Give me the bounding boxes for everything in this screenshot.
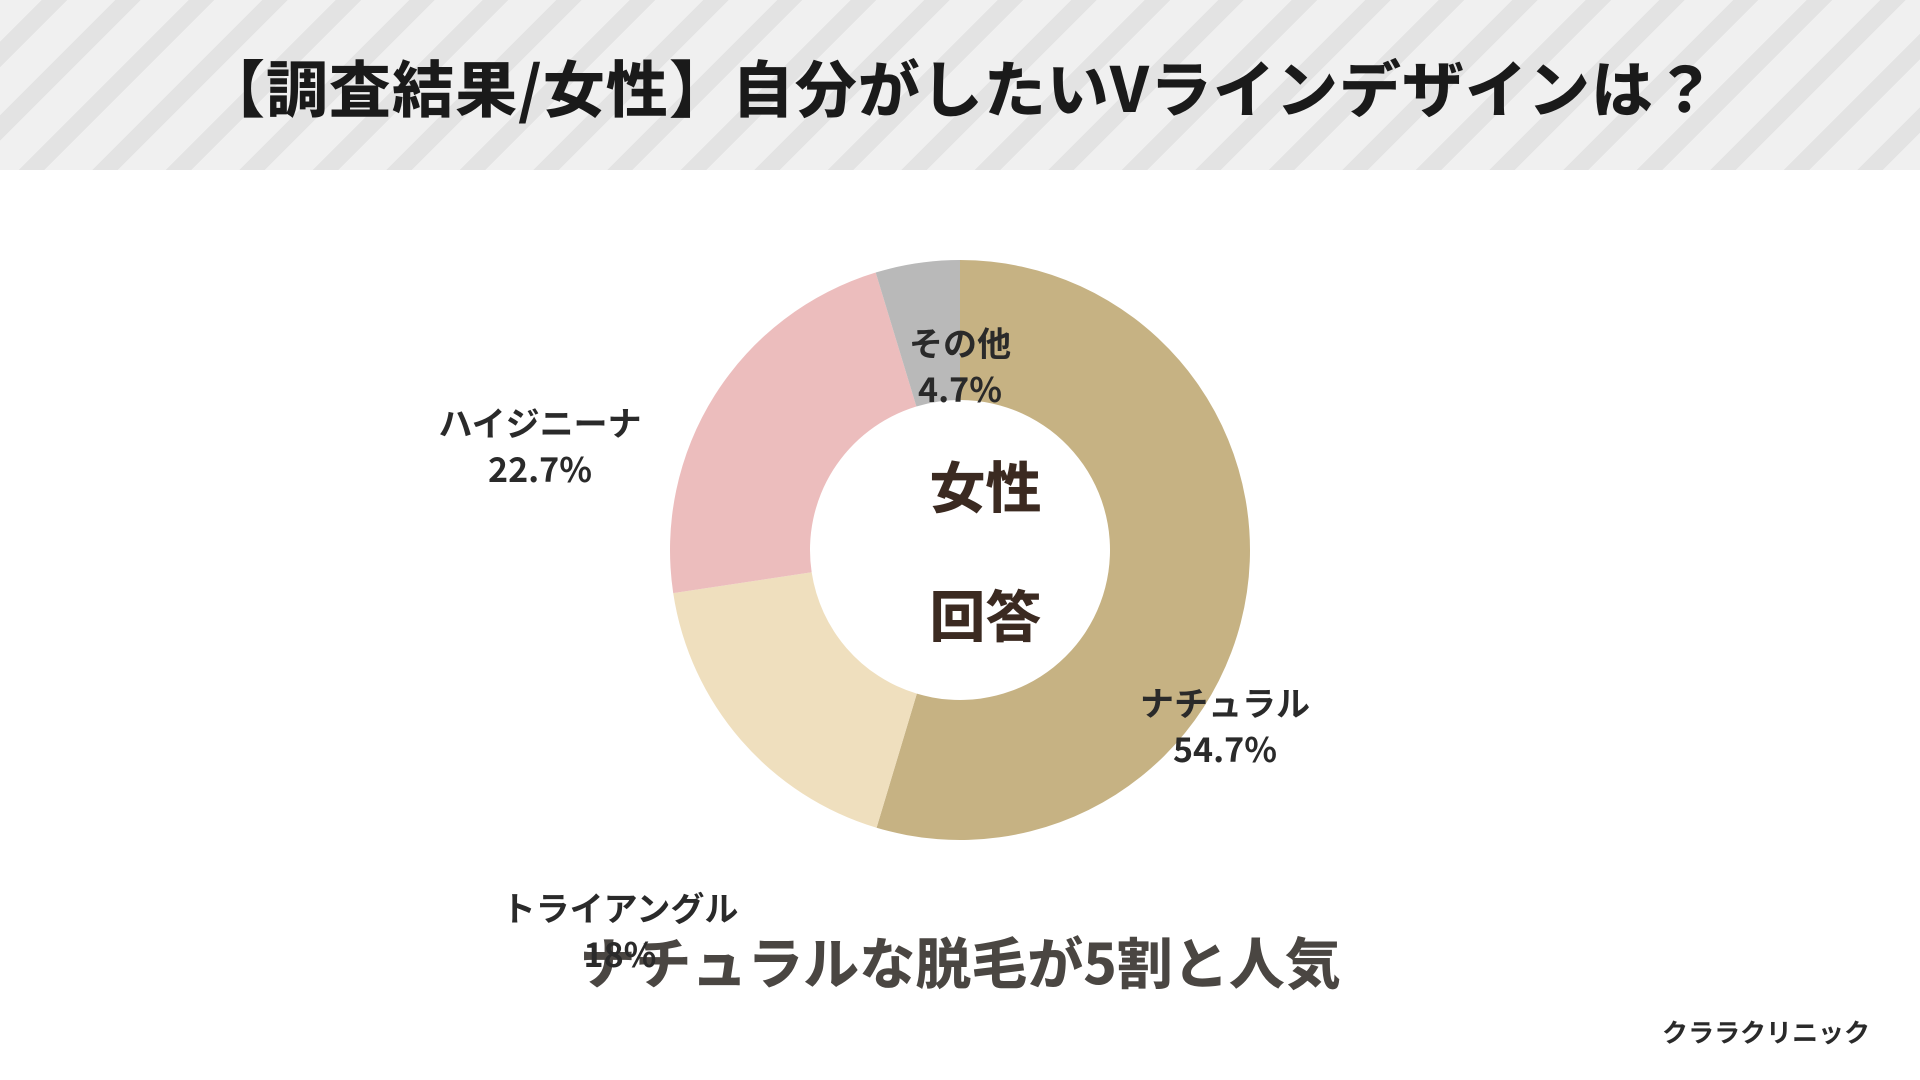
center-line-1: 女性 (930, 444, 1042, 525)
slice-label-pct: 54.7% (1140, 725, 1310, 771)
slice-label: その他4.7% (909, 319, 1011, 411)
slice-label: ナチュラル54.7% (1140, 679, 1310, 771)
slice-label-pct: 22.7% (438, 445, 641, 491)
slice-label-name: その他 (909, 319, 1011, 365)
donut-center-label: 女性 回答 (878, 389, 1041, 711)
slice-label-name: トライアングル (502, 884, 739, 930)
caption-text: ナチュラルな脱毛が5割と人気 (0, 920, 1920, 1001)
slice-label-pct: 18% (502, 930, 739, 976)
slice-label-name: ナチュラル (1140, 679, 1310, 725)
credit-text: クララクリニック (1662, 1013, 1870, 1050)
slice-label: ハイジニーナ22.7% (438, 399, 641, 491)
page-title: 【調査結果/女性】自分がしたいVラインデザインは？ (0, 0, 1920, 170)
slice-label: トライアングル18% (502, 884, 739, 976)
chart-area: 女性 回答 ナチュラル54.7%トライアングル18%ハイジニーナ22.7%その他… (0, 170, 1920, 930)
center-line-2: 回答 (930, 573, 1042, 654)
header-banner: 【調査結果/女性】自分がしたいVラインデザインは？ (0, 0, 1920, 170)
slice-label-name: ハイジニーナ (438, 399, 641, 445)
slice-label-pct: 4.7% (909, 365, 1011, 411)
